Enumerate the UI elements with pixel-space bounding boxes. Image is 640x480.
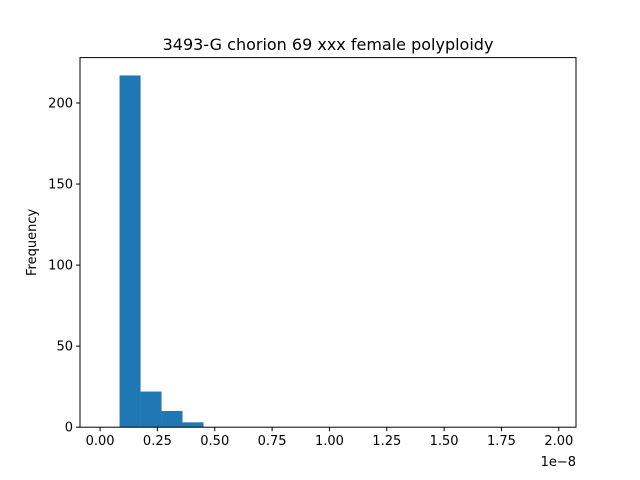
x-tick-label: 0.50 <box>200 434 229 449</box>
x-tick-label: 0.00 <box>86 434 115 449</box>
y-axis-ticks: 0 50 100 150 200 <box>48 96 80 436</box>
chart-title: 3493-G chorion 69 xxx female polyploidy <box>163 35 494 54</box>
x-tick-label: 1.00 <box>315 434 344 449</box>
x-axis-offset-label: 1e−8 <box>541 455 576 470</box>
histogram-bar <box>140 391 162 428</box>
y-tick-label: 200 <box>48 96 73 111</box>
x-tick-label: 1.25 <box>372 434 401 449</box>
x-axis-ticks: 0.00 0.25 0.50 0.75 1.00 1.25 1.50 1.75 2.00 <box>86 427 573 449</box>
x-tick-label: 2.00 <box>544 434 573 449</box>
histogram-bar <box>182 422 204 428</box>
histogram-bar <box>119 75 141 428</box>
axes-frame <box>79 57 577 428</box>
y-axis-label: Frequency <box>25 209 40 276</box>
y-tick-label: 0 <box>65 421 73 436</box>
x-tick-label: 1.75 <box>487 434 516 449</box>
x-tick-label: 0.25 <box>143 434 172 449</box>
y-tick-label: 100 <box>48 259 73 274</box>
y-tick-label: 150 <box>48 178 73 193</box>
x-tick-label: 0.75 <box>258 434 287 449</box>
histogram-bars <box>119 75 204 428</box>
x-tick-label: 1.50 <box>430 434 459 449</box>
histogram-bar <box>161 410 183 428</box>
y-tick-label: 50 <box>56 340 73 355</box>
